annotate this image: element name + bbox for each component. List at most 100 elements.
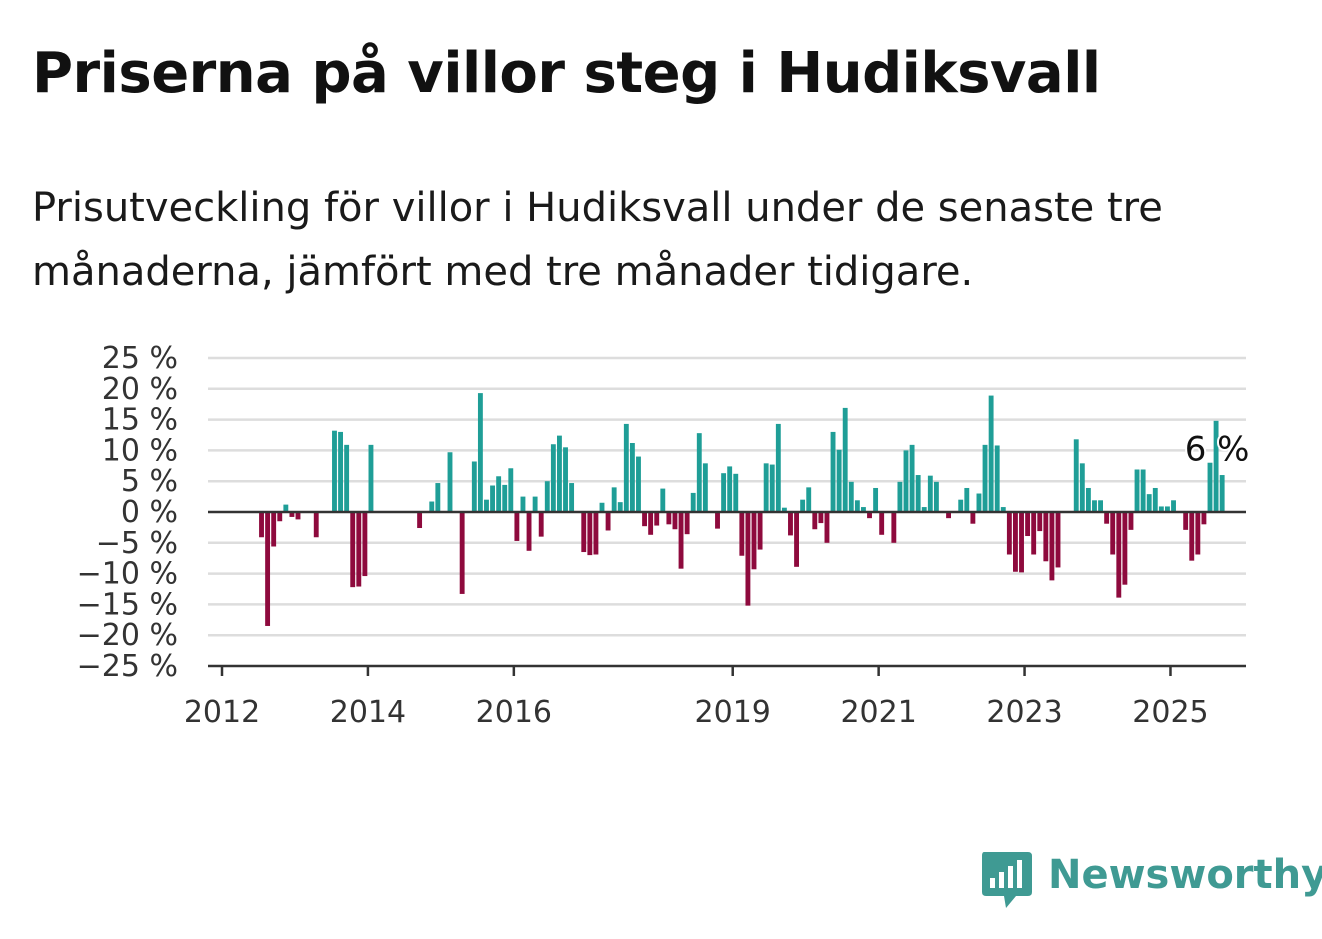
bar xyxy=(514,512,520,541)
bar xyxy=(988,395,994,512)
bar xyxy=(563,447,568,512)
x-tick-label: 2016 xyxy=(476,695,552,730)
x-tick-label: 2014 xyxy=(330,695,406,730)
bar xyxy=(958,499,964,512)
bar xyxy=(617,502,623,512)
bar xyxy=(447,452,453,512)
bar xyxy=(1122,512,1128,585)
bar xyxy=(557,435,562,512)
bar xyxy=(1183,512,1189,530)
bar xyxy=(1006,512,1012,555)
y-tick-label: −5 % xyxy=(96,526,178,561)
bar xyxy=(915,475,921,512)
bar xyxy=(332,430,337,512)
bar xyxy=(933,481,939,512)
chart-subtitle: Prisutveckling för villor i Hudiksvall u… xyxy=(32,185,1163,295)
bar xyxy=(715,512,720,529)
bar xyxy=(1104,512,1110,524)
y-tick-label: −25 % xyxy=(77,649,178,684)
bar xyxy=(1146,494,1152,512)
bar xyxy=(642,512,647,527)
x-tick-label: 2012 xyxy=(184,695,260,730)
bar xyxy=(1013,512,1018,572)
bar xyxy=(1085,487,1091,512)
bar xyxy=(1207,462,1213,512)
bar xyxy=(769,464,775,512)
bar xyxy=(854,500,860,512)
bar xyxy=(587,512,593,556)
bar xyxy=(994,445,1000,512)
bar xyxy=(648,512,654,535)
y-tick-label: 0 % xyxy=(121,495,178,530)
bar xyxy=(751,512,757,570)
bar xyxy=(623,423,629,512)
bar xyxy=(964,487,970,512)
bar xyxy=(946,512,951,519)
bar xyxy=(1134,469,1140,512)
bar xyxy=(636,456,641,512)
bar xyxy=(970,512,976,524)
bar xyxy=(1189,512,1195,561)
bar xyxy=(344,444,350,512)
bar xyxy=(368,444,374,512)
bar xyxy=(873,487,879,512)
bar xyxy=(313,512,319,538)
y-tick-label: 15 % xyxy=(102,403,178,438)
bar xyxy=(666,512,672,525)
bar xyxy=(794,512,799,567)
bar xyxy=(605,512,611,531)
bar xyxy=(909,444,915,512)
bar xyxy=(690,492,696,512)
bar xyxy=(502,484,508,512)
bar-chart: 25 %20 %15 %10 %5 %0 %−5 %−10 %−15 %−20 … xyxy=(77,341,1252,730)
bar xyxy=(1037,512,1043,532)
bar xyxy=(538,512,544,537)
bar xyxy=(1049,512,1055,581)
annotation-label: 6 % xyxy=(1185,429,1250,469)
newsworthy-logo-icon xyxy=(982,852,1032,908)
bar xyxy=(471,461,477,512)
bar xyxy=(818,512,824,524)
bar xyxy=(526,512,532,551)
bar xyxy=(1079,463,1085,512)
bar xyxy=(459,512,465,594)
bar xyxy=(788,512,793,536)
y-tick-label: 5 % xyxy=(121,464,178,499)
bar xyxy=(271,512,277,547)
bar xyxy=(654,512,660,526)
bar xyxy=(1152,487,1158,512)
bar xyxy=(1195,512,1201,555)
bar xyxy=(550,444,556,512)
bar xyxy=(891,512,897,543)
bar xyxy=(295,512,301,520)
bar xyxy=(836,449,842,512)
bar xyxy=(283,504,289,512)
x-axis-ticks: 2012 2014 2016 2019 2021 2023 2025 xyxy=(184,666,1209,730)
bar xyxy=(1158,506,1164,512)
bar xyxy=(672,512,678,530)
bar xyxy=(763,463,769,512)
bar xyxy=(350,512,356,588)
bar xyxy=(660,488,666,512)
bar xyxy=(739,512,745,556)
bar xyxy=(921,507,927,512)
bar xyxy=(429,501,435,512)
bar xyxy=(569,483,575,512)
y-tick-label: −15 % xyxy=(77,587,178,622)
bar xyxy=(702,463,708,512)
bar xyxy=(599,502,605,512)
bar xyxy=(265,512,271,626)
bar xyxy=(757,512,763,550)
bar xyxy=(1019,512,1024,573)
bar xyxy=(1055,512,1061,568)
bar xyxy=(435,483,441,512)
brand-name: Newsworthy xyxy=(1048,852,1322,898)
bar xyxy=(259,512,264,538)
bar xyxy=(532,496,538,512)
bar xyxy=(903,450,909,512)
bar xyxy=(1213,420,1219,512)
bar xyxy=(678,512,684,569)
x-tick-label: 2025 xyxy=(1132,695,1208,730)
grid-lines xyxy=(208,356,1246,637)
bar xyxy=(976,493,982,512)
